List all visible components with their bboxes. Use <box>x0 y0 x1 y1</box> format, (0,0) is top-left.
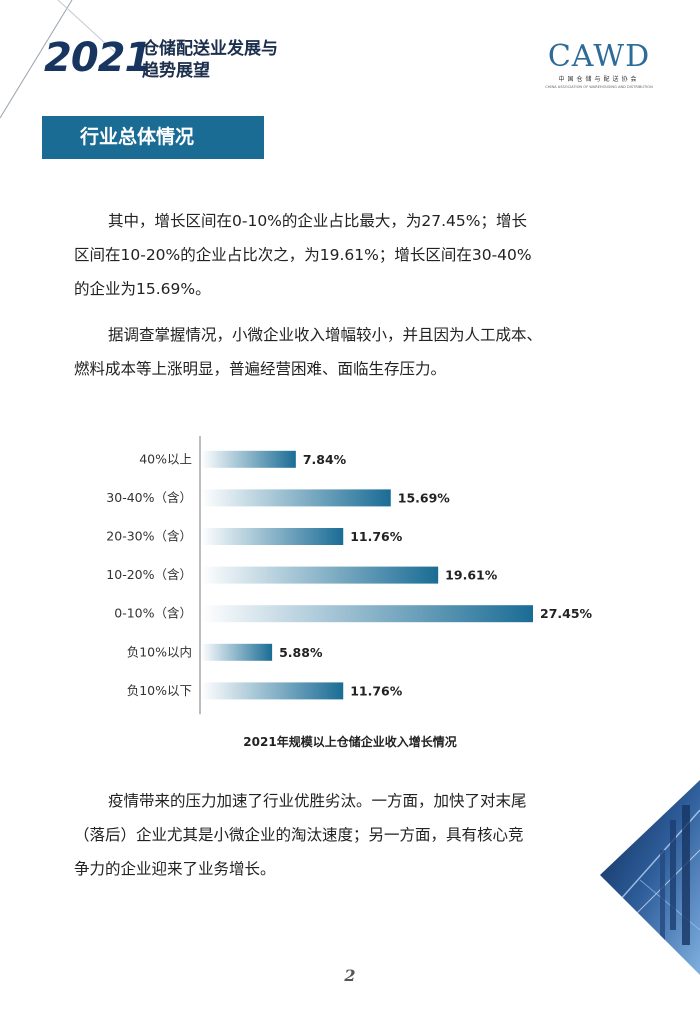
bar <box>201 682 344 700</box>
paragraph-3-line-3: 争力的企业迎来了业务增长。 <box>74 860 276 878</box>
header-title: 仓储配送业发展与 趋势展望 <box>142 38 278 82</box>
value-label: 15.69% <box>398 490 451 505</box>
paragraph-2-line-1: 据调查掌握情况，小微企业收入增幅较小，并且因为人工成本、 <box>108 326 543 344</box>
paragraph-1-line-1: 其中，增长区间在0-10%的企业占比最大，为27.45%；增长 <box>108 212 528 230</box>
section-title: 行业总体情况 <box>42 116 264 159</box>
paragraph-2: 据调查掌握情况，小微企业收入增幅较小，并且因为人工成本、 燃料成本等上涨明显，普… <box>74 318 634 386</box>
paragraph-3-line-2: （落后）企业尤其是小微企业的淘汰速度；另一方面，具有核心竞 <box>74 826 524 844</box>
paragraph-3: 疫情带来的压力加速了行业优胜劣汰。一方面，加快了对末尾 （落后）企业尤其是小微企… <box>74 784 634 886</box>
decorative-lines <box>0 0 119 119</box>
bar <box>201 643 273 661</box>
decorative-city-image <box>600 780 700 975</box>
value-label: 27.45% <box>540 606 593 621</box>
category-label: 30-40%（含） <box>106 490 192 505</box>
bar <box>201 528 344 545</box>
value-label: 5.88% <box>279 645 323 660</box>
paragraph-1-line-2: 区间在10-20%的企业占比次之，为19.61%；增长区间在30-40% <box>74 246 532 264</box>
bar <box>201 605 533 623</box>
bar <box>201 450 296 468</box>
logo-cn-text: 中国仓储与配送协会 <box>558 76 640 83</box>
value-label: 11.76% <box>350 529 403 544</box>
header-title-line-1: 仓储配送业发展与 <box>142 39 278 59</box>
paragraph-1-line-3: 的企业为15.69%。 <box>74 280 211 298</box>
chart-title: 2021年规模以上仓储企业收入增长情况 <box>243 735 457 749</box>
category-label: 20-30%（含） <box>106 529 192 544</box>
header-year: 2021 <box>44 35 152 81</box>
page-number: 2 <box>344 966 356 985</box>
value-label: 11.76% <box>350 683 403 698</box>
paragraph-2-line-2: 燃料成本等上涨明显，普遍经营困难、面临生存压力。 <box>74 360 447 378</box>
category-label: 负10%以下 <box>127 683 192 698</box>
paragraph-1: 其中，增长区间在0-10%的企业占比最大，为27.45%；增长 区间在10-20… <box>74 204 634 306</box>
logo-en-text: CHINA ASSOCIATION OF WAREHOUSING AND DIS… <box>545 85 653 89</box>
category-label: 负10%以内 <box>127 644 192 659</box>
cawd-logo: CAWD <box>547 39 651 74</box>
value-label: 19.61% <box>445 568 498 583</box>
bar <box>201 489 391 507</box>
growth-bar-chart: 40%以上 7.84% 30-40%（含） 15.69% 20-30%（含） 11.76%… <box>106 436 593 715</box>
value-label: 7.84% <box>303 452 347 467</box>
header-title-line-2: 趋势展望 <box>142 61 210 81</box>
category-label: 0-10%（含） <box>114 606 192 621</box>
category-label: 40%以上 <box>139 451 192 466</box>
bar <box>201 566 439 584</box>
paragraph-3-line-1: 疫情带来的压力加速了行业优胜劣汰。一方面，加快了对末尾 <box>108 792 527 810</box>
category-label: 10-20%（含） <box>106 567 192 582</box>
